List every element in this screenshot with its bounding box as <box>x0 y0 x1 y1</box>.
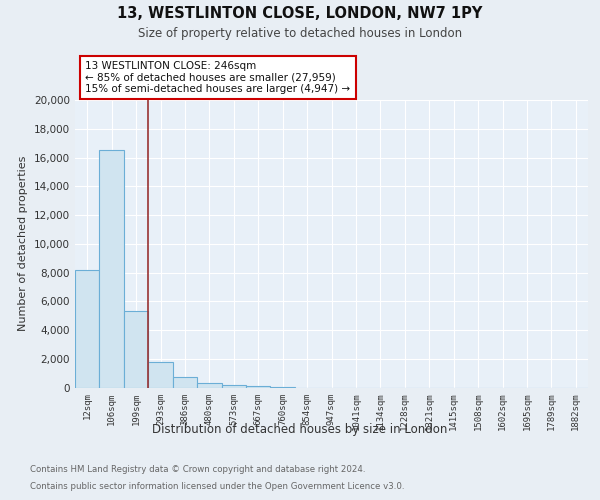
Bar <box>221 384 246 388</box>
Text: 13, WESTLINTON CLOSE, LONDON, NW7 1PY: 13, WESTLINTON CLOSE, LONDON, NW7 1PY <box>118 6 482 20</box>
Bar <box>124 312 148 388</box>
Bar <box>100 150 124 388</box>
Bar <box>271 387 295 388</box>
Bar <box>148 362 173 388</box>
Text: Contains public sector information licensed under the Open Government Licence v3: Contains public sector information licen… <box>30 482 404 491</box>
Bar <box>173 376 197 388</box>
Bar <box>197 383 221 388</box>
Bar <box>246 386 271 388</box>
Y-axis label: Number of detached properties: Number of detached properties <box>19 156 28 332</box>
Text: Contains HM Land Registry data © Crown copyright and database right 2024.: Contains HM Land Registry data © Crown c… <box>30 466 365 474</box>
Bar <box>75 270 100 388</box>
Text: Size of property relative to detached houses in London: Size of property relative to detached ho… <box>138 28 462 40</box>
Text: Distribution of detached houses by size in London: Distribution of detached houses by size … <box>152 422 448 436</box>
Text: 13 WESTLINTON CLOSE: 246sqm
← 85% of detached houses are smaller (27,959)
15% of: 13 WESTLINTON CLOSE: 246sqm ← 85% of det… <box>85 61 350 94</box>
